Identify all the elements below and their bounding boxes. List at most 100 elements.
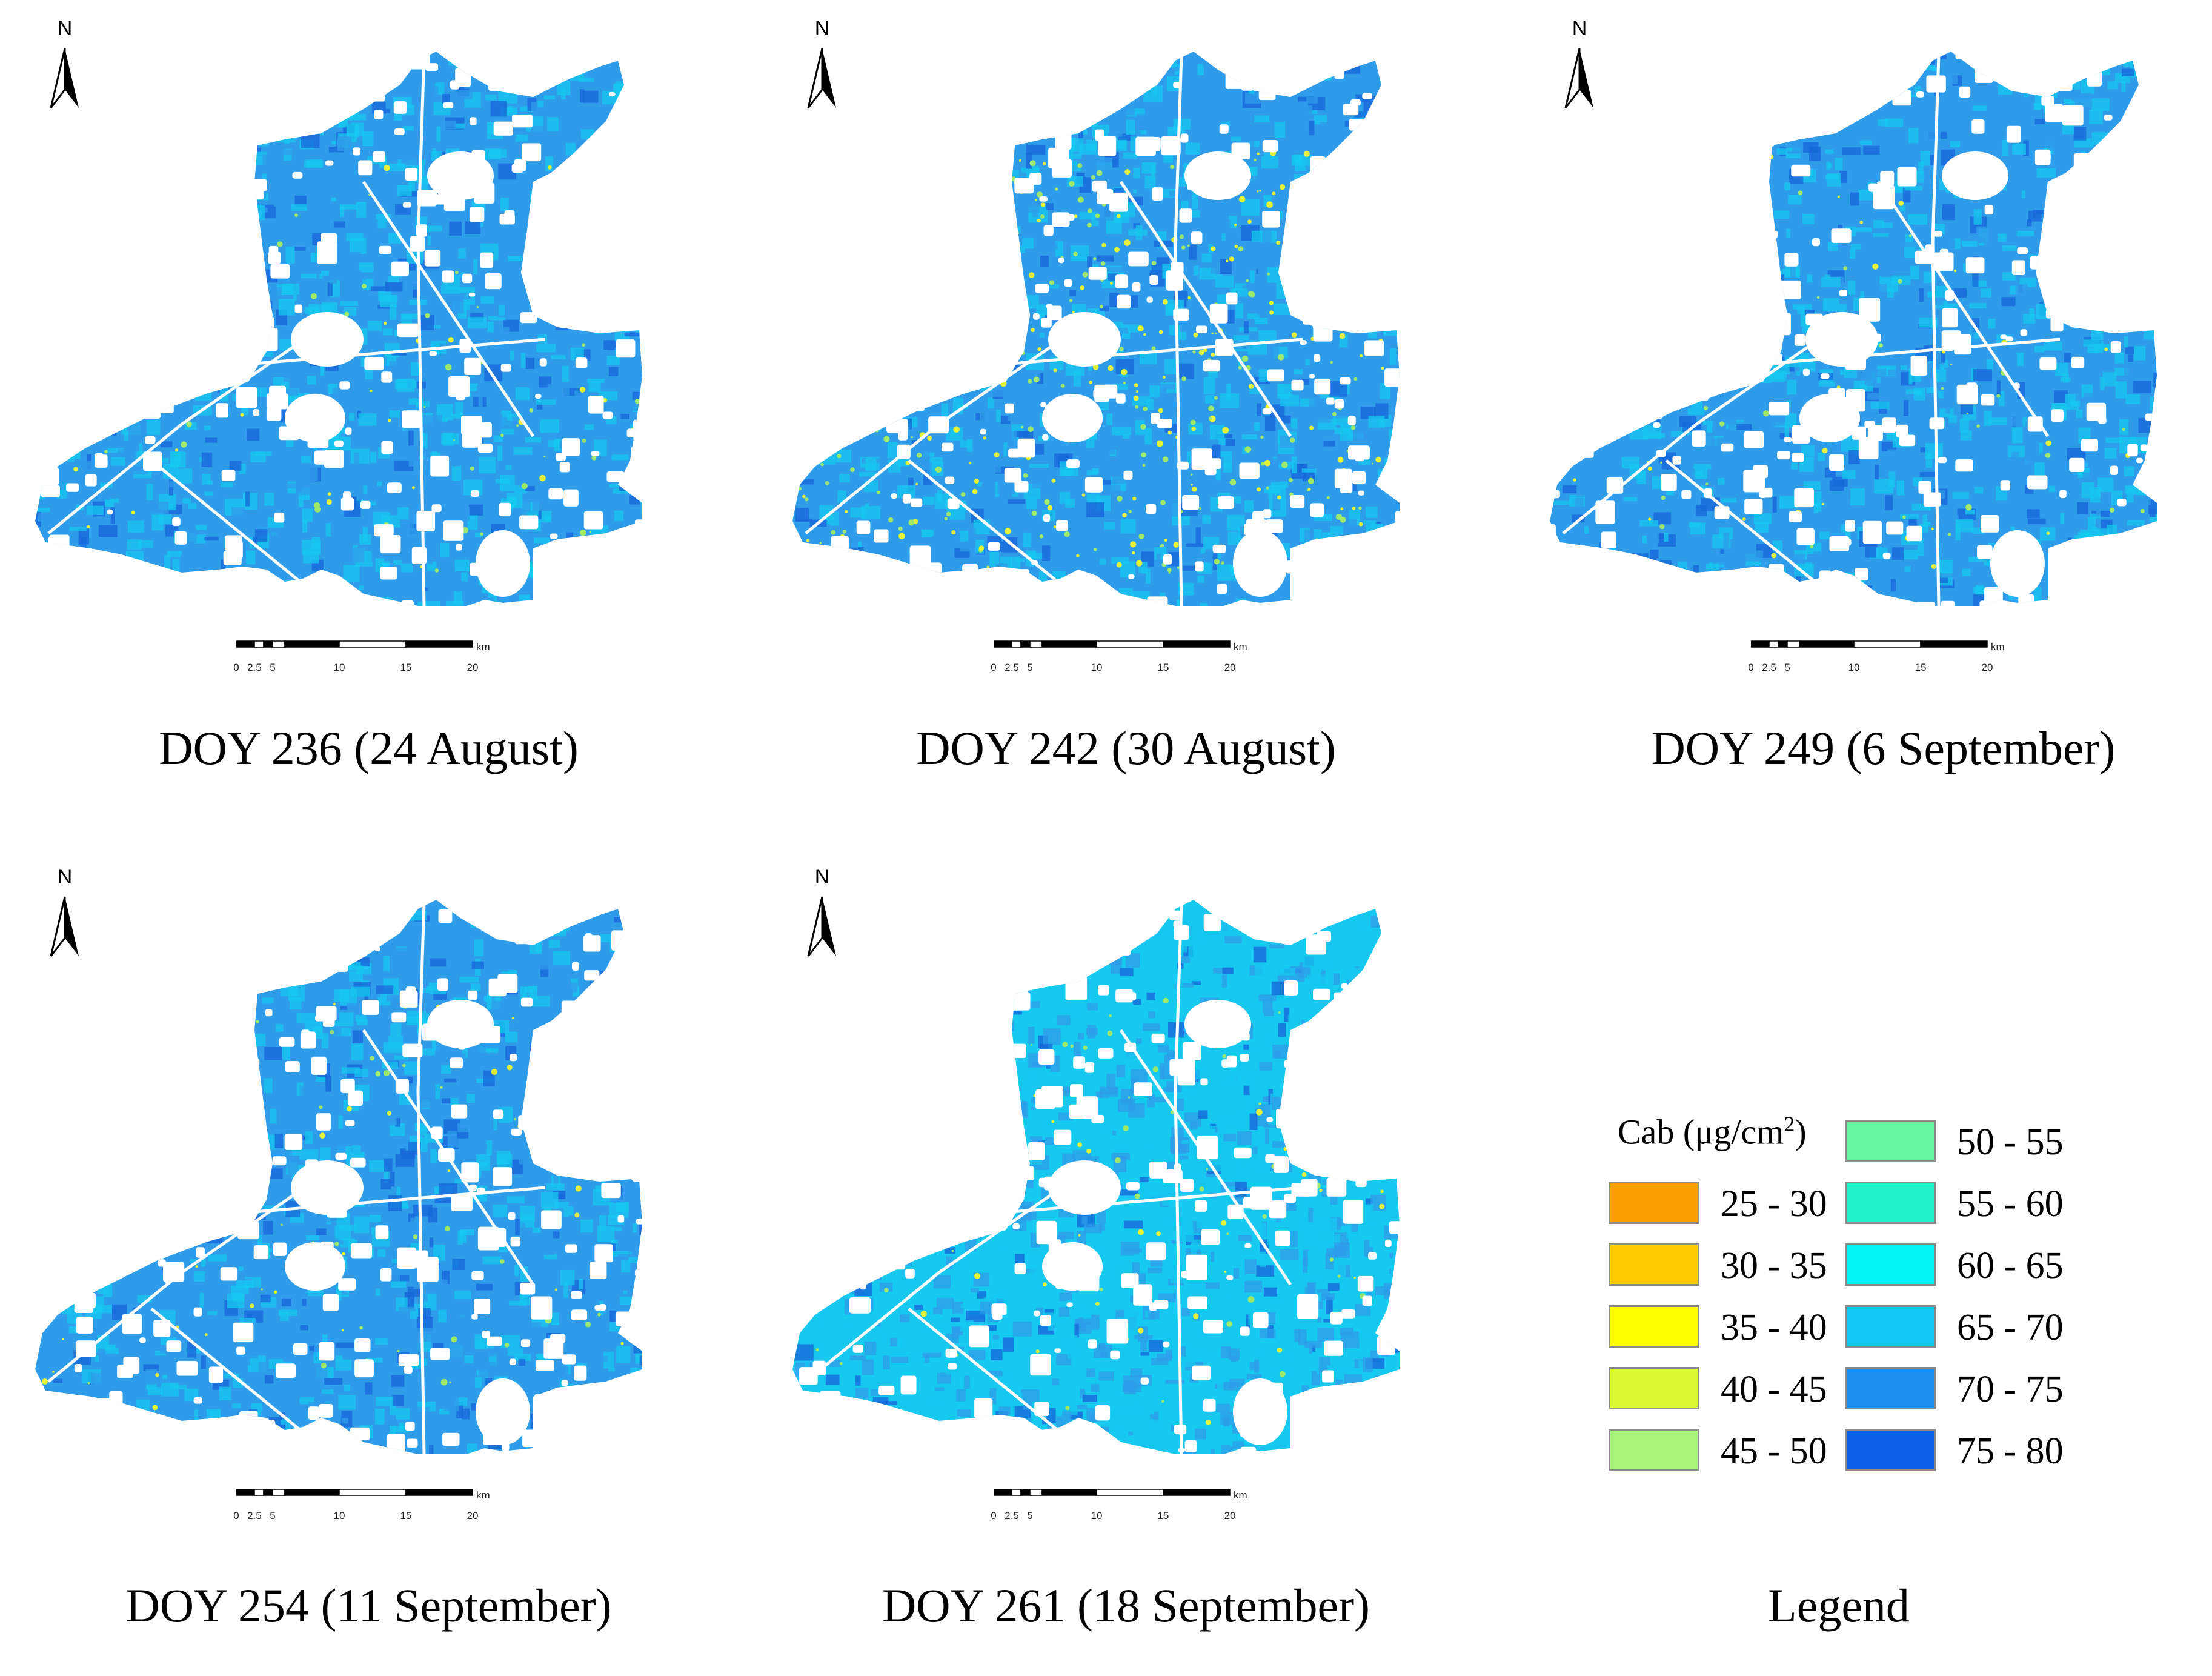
raster-cell [1234, 223, 1237, 227]
raster-cell [187, 249, 204, 258]
raster-cell [1156, 248, 1167, 259]
raster-cell [336, 599, 342, 606]
map-gap [85, 474, 97, 487]
raster-cell [228, 271, 234, 278]
raster-cell [1404, 378, 1417, 392]
raster-cell [1378, 548, 1382, 551]
raster-cell [1863, 145, 1880, 155]
raster-cell [368, 330, 380, 340]
raster-cell [1031, 510, 1037, 516]
raster-cell [1303, 546, 1320, 559]
raster-cell [84, 179, 88, 195]
raster-cell [1652, 242, 1659, 259]
raster-cell [2036, 168, 2056, 178]
raster-cell [1173, 119, 1191, 130]
map-gap [631, 446, 642, 462]
raster-cell [1931, 67, 1938, 71]
raster-cell [2165, 314, 2172, 331]
raster-cell [946, 213, 952, 219]
raster-cell [1028, 426, 1034, 432]
raster-cell [794, 125, 813, 136]
raster-cell [458, 248, 466, 259]
raster-cell [2143, 467, 2156, 478]
map-gap [377, 52, 394, 70]
raster-cell [1212, 53, 1220, 60]
raster-cell [2104, 118, 2117, 131]
raster-cell [346, 233, 364, 241]
raster-cell [1272, 457, 1284, 465]
raster-cell [538, 576, 553, 590]
raster-cell [996, 409, 1001, 422]
raster-cell [802, 393, 820, 399]
raster-cell [1074, 214, 1078, 218]
raster-cell [248, 205, 257, 218]
raster-cell [621, 233, 629, 249]
raster-cell [887, 442, 898, 459]
map-gap [1117, 294, 1131, 309]
raster-cell [110, 589, 120, 598]
raster-cell [1776, 148, 1788, 155]
raster-cell [425, 225, 442, 232]
map-gap [613, 247, 621, 254]
raster-cell [1878, 418, 1883, 427]
raster-cell [2164, 339, 2171, 353]
raster-cell [1214, 332, 1217, 334]
raster-cell [35, 540, 48, 554]
map-gap [226, 540, 243, 559]
map-gap [1395, 419, 1400, 439]
raster-cell [2093, 359, 2102, 365]
raster-cell [287, 483, 304, 489]
raster-cell [1117, 214, 1121, 219]
map-gap [528, 213, 540, 221]
map-gap [380, 535, 401, 554]
map-gap [488, 78, 507, 91]
raster-cell [1593, 274, 1605, 291]
raster-cell [893, 384, 900, 396]
raster-cell [1163, 456, 1169, 462]
raster-cell [841, 523, 856, 527]
raster-cell [377, 435, 384, 441]
raster-cell [1827, 242, 1838, 251]
raster-cell [1197, 575, 1204, 583]
raster-cell [1720, 549, 1724, 554]
raster-cell [617, 297, 636, 301]
map-gap [562, 438, 580, 456]
raster-cell [792, 304, 800, 316]
map-gap [588, 396, 604, 414]
raster-cell [129, 171, 144, 176]
raster-cell [809, 418, 814, 424]
map-gap [633, 602, 642, 606]
raster-cell [1089, 92, 1100, 101]
raster-cell [2144, 201, 2155, 212]
raster-cell [304, 64, 314, 71]
raster-cell [156, 56, 167, 68]
raster-cell [643, 239, 658, 256]
raster-cell [1408, 202, 1416, 216]
map-gap [353, 147, 361, 156]
raster-cell [1745, 187, 1749, 197]
raster-cell [854, 597, 863, 604]
raster-cell [1675, 179, 1682, 187]
raster-cell [1304, 65, 1311, 72]
raster-cell [995, 482, 999, 497]
raster-cell [1373, 195, 1393, 201]
raster-cell [1339, 185, 1343, 188]
raster-cell [988, 336, 998, 341]
raster-cell [611, 454, 629, 461]
map-road [416, 54, 426, 606]
raster-cell [1592, 308, 1608, 322]
map-gap [880, 262, 890, 270]
raster-cell [1321, 462, 1335, 468]
raster-cell [1862, 64, 1878, 76]
raster-cell [898, 580, 905, 587]
raster-cell [47, 596, 62, 606]
raster-cell [255, 529, 268, 542]
raster-cell [67, 222, 77, 231]
raster-cell [1391, 296, 1400, 314]
map-panel-3: N 0 2.5 5 10 15 20 km DOY 249 (6 September) [1515, 0, 2212, 828]
map-gap [1381, 605, 1392, 606]
raster-cell [992, 262, 998, 268]
raster-cell [1660, 137, 1674, 141]
raster-cell [991, 444, 1003, 455]
raster-cell [127, 423, 131, 431]
